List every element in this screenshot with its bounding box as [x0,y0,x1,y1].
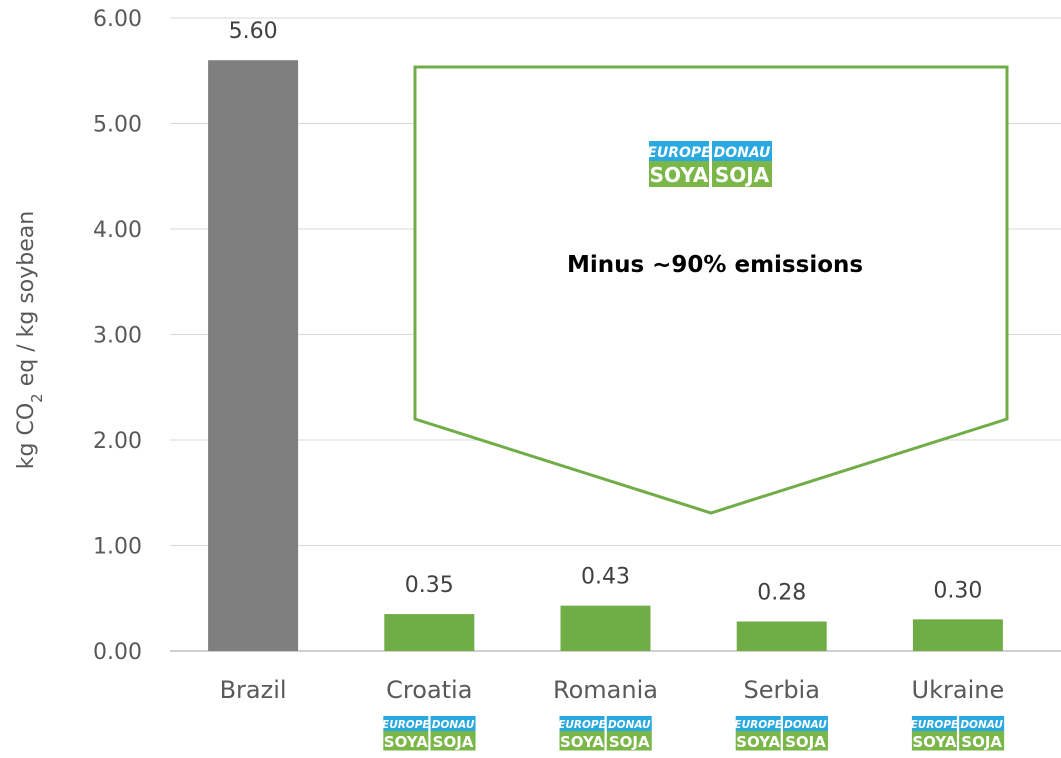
y-tick-label: 4.00 [93,218,142,243]
x-tick-label: Serbia [743,676,819,704]
y-tick-labels: 0.00 1.00 2.00 3.00 4.00 5.00 6.00 [93,7,142,665]
bar-serbia [736,621,827,651]
data-label: 0.35 [405,573,454,598]
x-tick-label: Brazil [220,676,287,704]
category-logo [734,716,828,751]
bar-romania [560,605,651,651]
y-tick-label: 2.00 [93,429,142,454]
x-tick-label: Croatia [386,676,472,704]
category-logo [558,716,652,751]
category-labels: Brazil Croatia Romania Serbia Ukraine [220,676,1005,704]
data-labels: 5.60 0.35 0.43 0.28 0.30 [229,19,983,605]
data-label: 5.60 [229,19,278,44]
y-axis-label: kg CO2 eq / kg soybean [14,211,46,469]
annotation-text: Minus ~90% emissions [567,252,863,278]
y-tick-label: 5.00 [93,113,142,138]
data-label: 0.43 [581,565,630,590]
y-tick-label: 3.00 [93,324,142,349]
annotation-callout-shape [413,65,1009,515]
category-logo [910,716,1005,751]
category-logos [382,716,1005,751]
bar-croatia [384,614,475,651]
x-tick-label: Ukraine [912,676,1005,704]
y-tick-label: 1.00 [93,535,142,560]
data-label: 0.30 [933,578,982,603]
y-tick-label: 6.00 [93,7,142,32]
bar-ukraine [912,619,1003,651]
bars [208,60,1003,651]
category-logo [382,716,476,751]
x-tick-label: Romania [553,676,658,704]
data-label: 0.28 [757,580,806,605]
y-tick-label: 0.00 [93,640,142,665]
bar-brazil [208,60,299,651]
